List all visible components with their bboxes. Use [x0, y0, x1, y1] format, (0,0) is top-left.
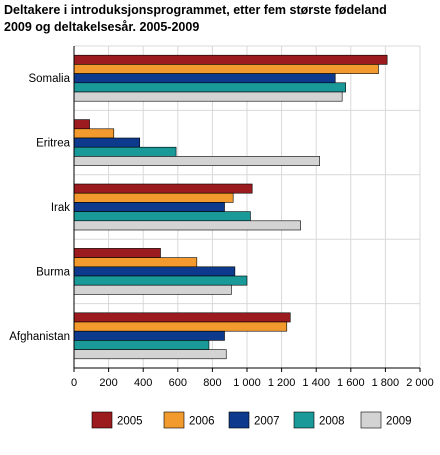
category-label-somalia: Somalia: [28, 73, 70, 85]
x-tick-label-8: 1 600: [337, 377, 365, 389]
bar-irak-2009: [73, 220, 301, 231]
bar-burma-2009: [73, 284, 232, 295]
bar-eritrea-2009: [73, 156, 320, 166]
legend-swatch-2008: [293, 411, 315, 429]
x-tick-label-9: 1 800: [372, 377, 400, 389]
bar-eritrea-2005: [73, 119, 90, 130]
bars-layer: [73, 54, 388, 360]
bar-somalia-2008: [73, 82, 346, 93]
bar-irak-2006: [73, 192, 234, 203]
bar-eritrea-2008: [73, 146, 177, 157]
x-tick-label-10: 2 000: [406, 377, 434, 389]
bar-afghanistan-2008: [73, 340, 210, 350]
bar-irak-2007: [73, 202, 225, 212]
legend-label-2008: 2008: [319, 416, 345, 428]
category-label-eritrea: Eritrea: [36, 138, 70, 150]
x-tick-label-1: 200: [99, 377, 117, 389]
bar-somalia-2007: [73, 73, 336, 84]
x-tick-label-4: 800: [203, 377, 221, 389]
axis-layer: Somalia Eritrea Irak Burma Afghanistan 0 200 40…: [9, 46, 434, 389]
bar-eritrea-2007: [73, 137, 141, 148]
x-tick-label-0: 0: [71, 377, 77, 389]
category-label-afghanistan: Afghanistan: [9, 331, 70, 343]
legend-label-2007: 2007: [254, 416, 280, 428]
bar-afghanistan-2005: [73, 312, 291, 323]
legend-swatch-2005: [91, 411, 113, 429]
legend: 2005 2006 2007 2008 2009: [91, 411, 412, 429]
bar-somalia-2009: [73, 91, 343, 102]
bar-afghanistan-2006: [73, 321, 288, 332]
x-tick-label-3: 600: [169, 377, 187, 389]
legend-swatch-2007: [228, 411, 250, 429]
chart-title: Deltakere i introduksjonsprogrammet, ett…: [4, 3, 387, 34]
legend-label-2005: 2005: [117, 416, 143, 428]
legend-swatch-2009: [360, 411, 382, 429]
bar-irak-2005: [73, 183, 253, 194]
bar-burma-2007: [73, 266, 236, 277]
bar-burma-2005: [73, 248, 161, 258]
bar-afghanistan-2007: [73, 330, 225, 341]
legend-swatch-2006: [163, 411, 185, 429]
bar-somalia-2005: [73, 54, 388, 65]
legend-label-2009: 2009: [386, 416, 412, 428]
category-label-irak: Irak: [51, 202, 70, 214]
bar-afghanistan-2009: [73, 349, 227, 360]
bar-eritrea-2006: [73, 128, 115, 139]
category-label-burma: Burma: [36, 266, 70, 278]
x-tick-label-6: 1 200: [268, 377, 296, 389]
bar-somalia-2006: [73, 64, 379, 74]
x-tick-label-2: 400: [134, 377, 152, 389]
bar-burma-2008: [73, 275, 248, 286]
bar-burma-2006: [73, 257, 198, 268]
x-tick-label-7: 1 400: [302, 377, 330, 389]
bar-irak-2008: [73, 211, 251, 222]
legend-label-2006: 2006: [189, 416, 215, 428]
x-tick-label-5: 1 000: [233, 377, 261, 389]
